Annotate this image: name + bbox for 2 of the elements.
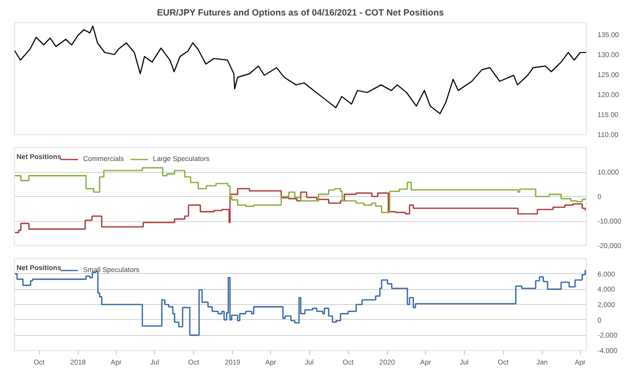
line-series: [14, 26, 586, 114]
chart-title: EUR/JPY Futures and Options as of 04/16/2021 - COT Net Positions: [156, 8, 444, 18]
